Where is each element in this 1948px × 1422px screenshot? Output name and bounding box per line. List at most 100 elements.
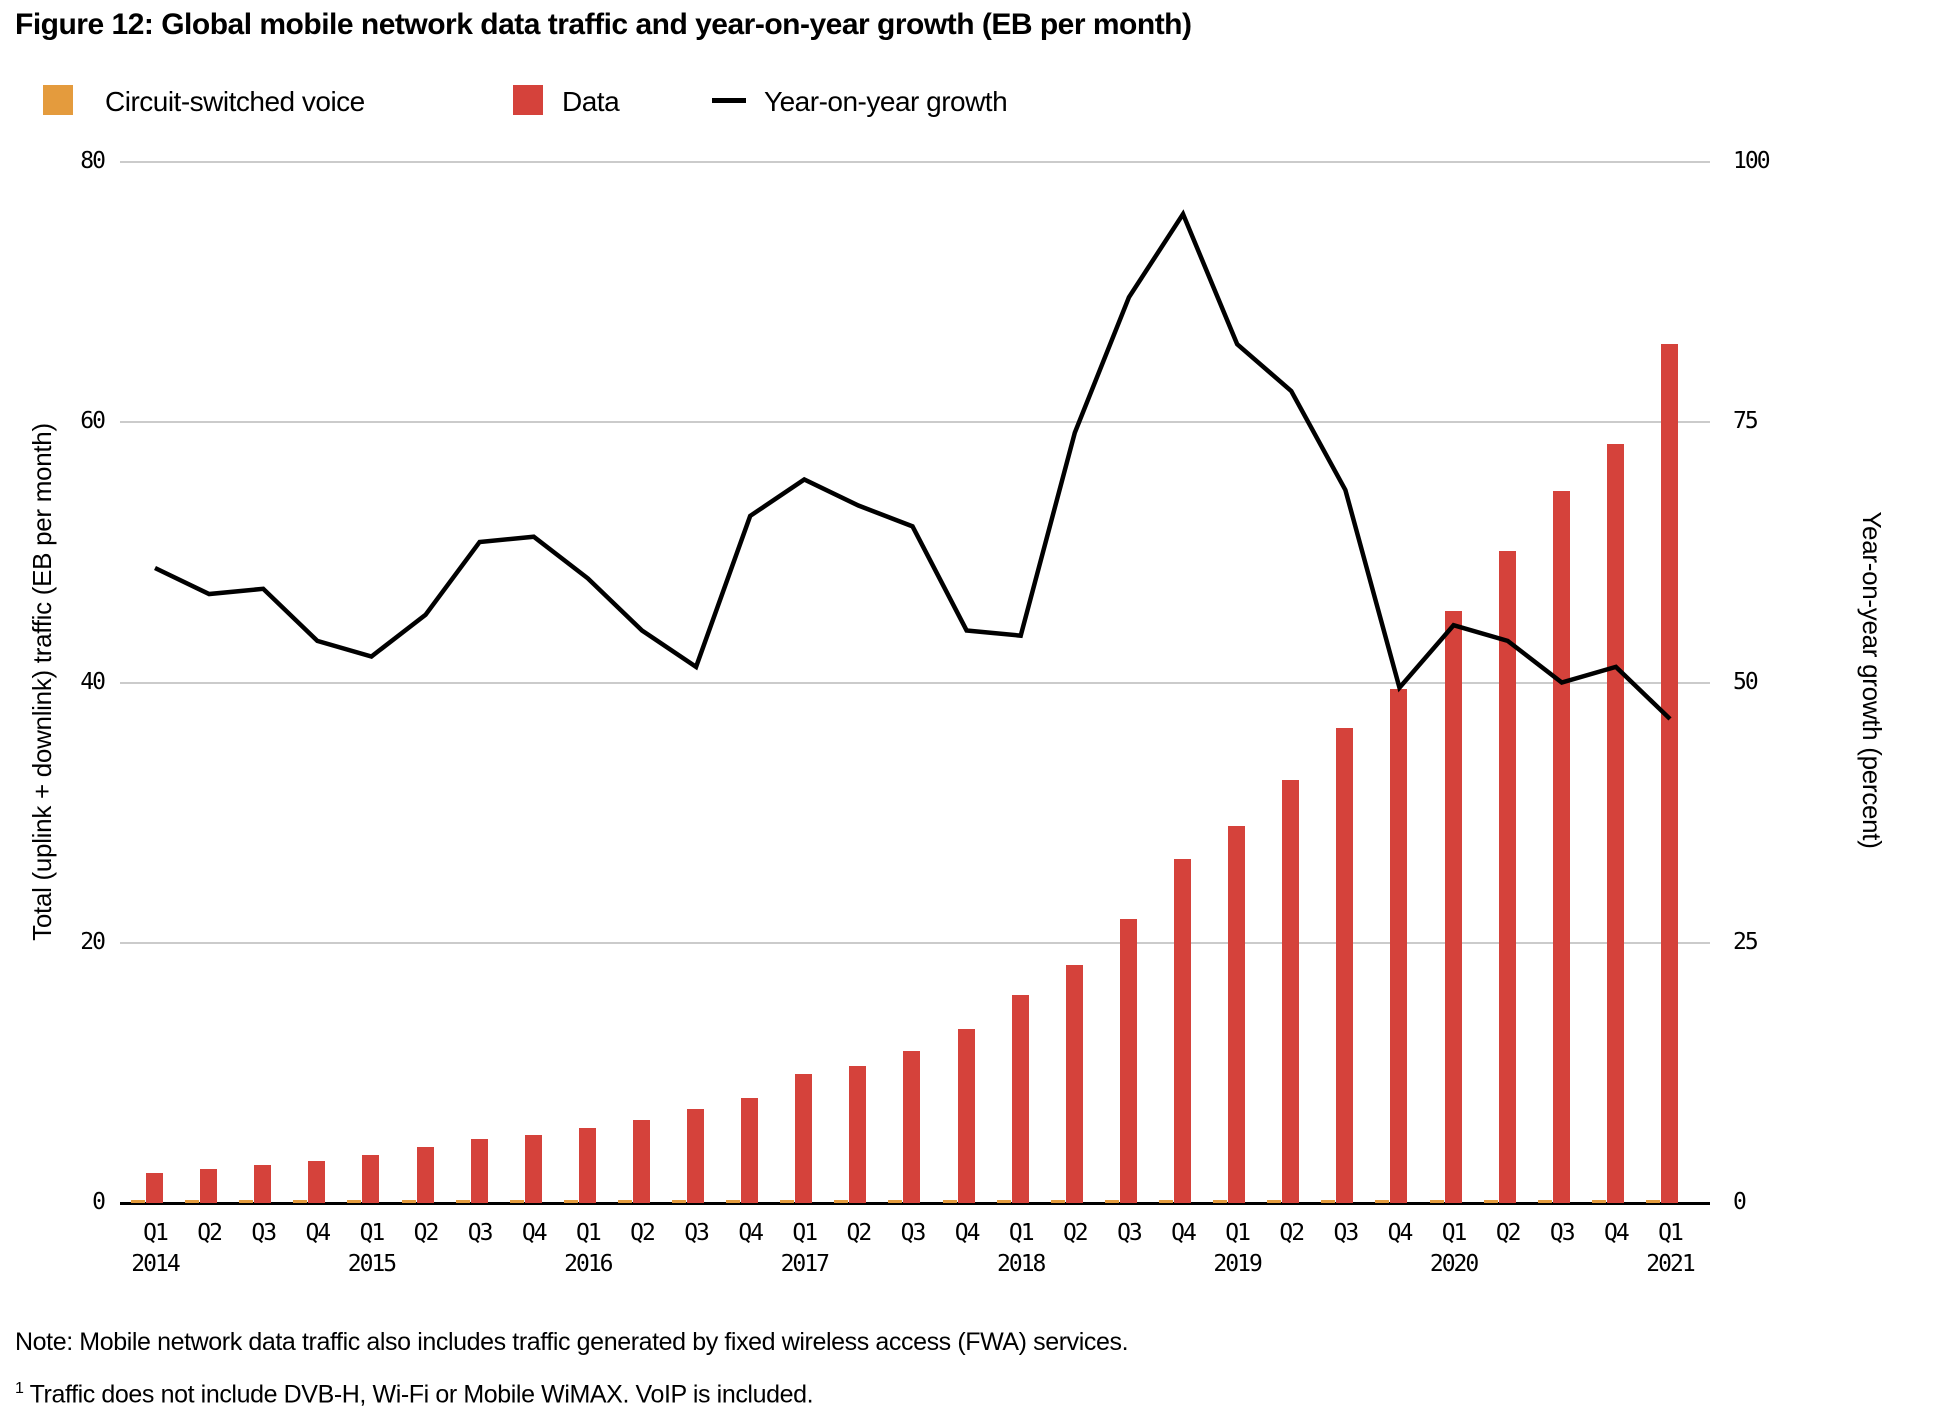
x-tick-label-Q3-2020: Q3	[1549, 1220, 1576, 1246]
bar-data-Q2-2015	[416, 1147, 434, 1203]
year-label-2015: 2015	[347, 1251, 397, 1277]
x-tick-label-Q3-2014: Q3	[251, 1220, 277, 1246]
x-tick-label-Q4-2020: Q4	[1604, 1220, 1630, 1246]
x-tick-label-Q3-2017: Q3	[900, 1220, 927, 1246]
x-tick-label-Q1-2014: Q1	[143, 1220, 169, 1246]
x-axis-line	[120, 1201, 1710, 1205]
year-label-2017: 2017	[780, 1251, 830, 1277]
y-tick-left-0: 0	[92, 1189, 106, 1215]
y-tick-left-80: 80	[80, 148, 106, 174]
bar-data-Q4-2016	[741, 1097, 759, 1203]
year-label-2021: 2021	[1646, 1251, 1695, 1277]
y-tick-left-20: 20	[80, 928, 106, 955]
bar-data-Q4-2014	[308, 1161, 326, 1203]
legend-label-circuit-switched-voice: Circuit-switched voice	[105, 86, 365, 117]
bar-voice-Q1-2014	[131, 1200, 145, 1203]
bar-data-Q1-2015	[362, 1154, 380, 1203]
bar-voice-Q2-2015	[401, 1200, 416, 1203]
x-tick-label-Q2-2020: Q2	[1495, 1220, 1522, 1246]
x-tick-label-Q2-2014: Q2	[197, 1220, 223, 1246]
x-tick-label-Q1-2020: Q1	[1441, 1220, 1468, 1246]
x-tick-label-Q2-2017: Q2	[846, 1220, 873, 1246]
x-tick-label-Q1-2017: Q1	[792, 1220, 818, 1246]
legend-line-icon	[712, 98, 746, 103]
page-title: Figure 12: Global mobile network data tr…	[15, 8, 1192, 41]
footnote-superscript: 1	[15, 1380, 24, 1397]
gridline-60	[120, 421, 1710, 424]
year-label-2018: 2018	[997, 1251, 1046, 1277]
bar-data-Q4-2017	[957, 1028, 975, 1203]
gridline-40	[120, 681, 1710, 684]
bar-data-Q2-2016	[632, 1119, 650, 1203]
x-tick-label-Q1-2016: Q1	[575, 1220, 602, 1246]
year-label-2019: 2019	[1213, 1251, 1262, 1277]
x-tick-label-Q1-2021: Q1	[1658, 1220, 1684, 1246]
bar-data-Q1-2019	[1228, 825, 1246, 1203]
year-label-2020: 2020	[1429, 1251, 1479, 1277]
bar-data-Q1-2021	[1660, 344, 1678, 1203]
bar-data-Q2-2019	[1282, 780, 1300, 1203]
bar-voice-Q4-2018	[1159, 1200, 1174, 1203]
bar-voice-Q1-2016	[563, 1200, 578, 1203]
x-tick-label-Q4-2016: Q4	[738, 1220, 764, 1246]
bar-data-Q2-2018	[1065, 964, 1083, 1203]
bar-data-Q3-2014	[254, 1165, 272, 1203]
bar-data-Q4-2020	[1606, 444, 1624, 1203]
bar-data-Q3-2015	[470, 1139, 488, 1203]
y-tick-right-0: 0	[1733, 1189, 1747, 1215]
bar-data-Q3-2019	[1336, 728, 1354, 1203]
bar-data-Q3-2018	[1119, 919, 1137, 1203]
bar-voice-Q1-2018	[996, 1200, 1011, 1203]
bar-data-Q1-2014	[146, 1173, 163, 1203]
x-tick-label-Q2-2019: Q2	[1279, 1220, 1305, 1246]
y-tick-right-25: 25	[1733, 928, 1759, 955]
bar-voice-Q3-2019	[1321, 1200, 1336, 1203]
x-tick-label-Q1-2018: Q1	[1008, 1220, 1035, 1246]
x-tick-label-Q4-2017: Q4	[954, 1220, 981, 1246]
footnote-text: 1 Traffic does not include DVB-H, Wi-Fi …	[15, 1380, 814, 1409]
x-tick-label-Q4-2019: Q4	[1387, 1220, 1414, 1246]
legend-swatch-circuit-switched-voice	[43, 85, 73, 115]
bar-voice-Q1-2017	[780, 1200, 795, 1203]
bar-data-Q3-2016	[687, 1109, 705, 1203]
x-tick-label-Q4-2018: Q4	[1171, 1220, 1197, 1246]
bar-voice-Q4-2020	[1591, 1200, 1606, 1203]
x-tick-label-Q3-2018: Q3	[1117, 1220, 1143, 1246]
bar-voice-Q4-2017	[942, 1200, 957, 1203]
right-axis-title: Year-on-year growth (percent)	[1857, 511, 1887, 849]
y-tick-right-100: 100	[1733, 148, 1771, 174]
y-tick-right-75: 75	[1733, 408, 1759, 435]
x-tick-label-Q4-2014: Q4	[305, 1220, 331, 1246]
bar-voice-Q4-2015	[509, 1200, 524, 1203]
legend-swatch-data	[513, 85, 543, 115]
x-tick-label-Q4-2015: Q4	[521, 1220, 548, 1246]
x-tick-label-Q2-2015: Q2	[413, 1220, 440, 1246]
y-tick-left-60: 60	[80, 408, 106, 435]
bar-voice-Q1-2021	[1645, 1200, 1660, 1203]
gridline-20	[120, 941, 1710, 944]
bar-voice-Q4-2019	[1375, 1200, 1390, 1203]
year-label-2016: 2016	[564, 1251, 613, 1277]
growth-line	[154, 209, 1672, 721]
bar-voice-Q3-2020	[1537, 1200, 1552, 1203]
x-tick-label-Q1-2019: Q1	[1225, 1220, 1251, 1246]
bar-data-Q1-2016	[578, 1127, 596, 1203]
bar-data-Q1-2018	[1011, 994, 1029, 1203]
bar-voice-Q2-2014	[185, 1200, 200, 1203]
bar-voice-Q1-2020	[1429, 1200, 1444, 1203]
note-text: Note: Mobile network data traffic also i…	[15, 1328, 1129, 1356]
bar-voice-Q3-2015	[455, 1200, 470, 1203]
bar-voice-Q2-2017	[834, 1200, 849, 1203]
bar-data-Q3-2017	[903, 1050, 921, 1203]
bar-voice-Q1-2015	[347, 1200, 362, 1203]
bar-data-Q2-2017	[849, 1066, 867, 1203]
bar-data-Q1-2020	[1444, 610, 1462, 1203]
bar-data-Q3-2020	[1552, 491, 1570, 1203]
y-tick-left-40: 40	[80, 668, 106, 695]
bar-voice-Q2-2019	[1267, 1200, 1282, 1203]
bar-voice-Q3-2014	[239, 1200, 254, 1203]
bar-data-Q2-2020	[1498, 551, 1516, 1203]
y-tick-right-50: 50	[1733, 668, 1759, 695]
